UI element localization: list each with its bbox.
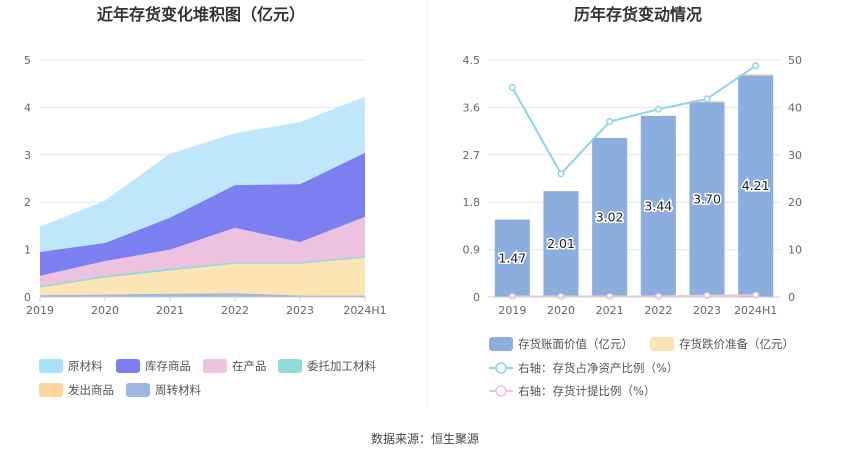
right-x-tick-label: 2024H1: [734, 304, 777, 317]
right-grid: [488, 59, 780, 298]
legend-swatch: [39, 359, 63, 373]
bar-data-label: 2.01: [547, 236, 575, 251]
legend-label: 在产品: [232, 359, 267, 373]
legend-swatch: [126, 383, 150, 397]
left-x-tick-label: 2021: [156, 304, 184, 317]
left-y-tick-label: 4: [24, 101, 31, 114]
left-y-tick-label: 0: [24, 291, 31, 304]
bar-data-label: 3.70: [693, 192, 721, 207]
right-x-tick-label: 2020: [547, 304, 575, 317]
legend-label: 周转材料: [155, 383, 201, 397]
right-y2-tick-label: 30: [788, 149, 802, 162]
left-x-tick-label: 2023: [286, 304, 314, 317]
left-x-tick-label: 2019: [26, 304, 54, 317]
area-周转材料: [40, 293, 365, 297]
left-chart-title: 近年存货变化堆积图（亿元）: [97, 5, 305, 24]
left-y-tick-label: 5: [24, 54, 31, 67]
legend-marker: [495, 362, 507, 374]
line-point: [654, 105, 662, 113]
left-x-tick-label: 2024H1: [343, 304, 386, 317]
line-point: [606, 118, 614, 126]
right-y-tick-label: 0: [473, 291, 480, 304]
legend-swatch: [116, 359, 140, 373]
bar-impairment: [738, 73, 774, 76]
legend-label: 库存商品: [145, 359, 191, 373]
left-axes: 0 1 2 3 4 5 2019 2020 2021 2022 2023 2024H1: [24, 54, 387, 317]
legend-swatch: [203, 359, 227, 373]
right-x-tick-label: 2022: [644, 304, 672, 317]
legend-swatch: [39, 383, 63, 397]
line-point: [703, 95, 711, 103]
left-areas: [39, 96, 366, 297]
bar-book-value: [543, 191, 579, 297]
bar-data-label: 3.44: [644, 198, 672, 213]
area-发出商品: [40, 257, 365, 296]
area-edge-原材料: [39, 96, 366, 228]
right-x-tick-label: 2023: [693, 304, 721, 317]
left-y-tick-label: 1: [24, 244, 31, 257]
legend-label: 原材料: [68, 359, 103, 373]
bar-book-value: [592, 137, 628, 297]
bar-book-value: [738, 75, 774, 297]
bar-data-label: 1.47: [498, 250, 526, 265]
right-y-tick-label: 2.7: [463, 149, 481, 162]
stacked-area-chart: 近年存货变化堆积图（亿元） 0 1 2 3 4 5 2019 2020 2021 2022 2023…: [24, 5, 387, 397]
left-x-tick-label: 2020: [91, 304, 119, 317]
legend-label: 右轴：存货占净资产比例（%）: [518, 361, 678, 375]
right-y-tick-label: 0.9: [463, 244, 481, 257]
right-y2-tick-label: 20: [788, 196, 802, 209]
right-legend: 存货账面价值（亿元） 存货跌价准备（亿元）右轴：存货占净资产比例（%） 右轴：存货计…: [489, 337, 794, 398]
legend-swatch-bar: [489, 337, 513, 351]
line-point: [508, 83, 516, 91]
bar-data-label: 4.21: [742, 178, 770, 193]
right-y2-tick-label: 40: [788, 101, 802, 114]
bar-line-chart: 历年存货变动情况 1.47 2.01 3.02 3.44 3.70 4.21 0 0.9 1.…: [463, 5, 803, 398]
right-y2-tick-label: 0: [788, 291, 795, 304]
legend-swatch-impairment: [650, 337, 674, 351]
line-point: [557, 170, 565, 178]
right-bars: 1.47 2.01 3.02 3.44 3.70 4.21: [494, 73, 774, 298]
right-x-tick-label: 2019: [498, 304, 526, 317]
right-y2-tick-label: 10: [788, 244, 802, 257]
right-chart-title: 历年存货变动情况: [574, 5, 702, 24]
left-y-tick-label: 2: [24, 196, 31, 209]
legend-label: 右轴：存货计提比例（%）: [518, 384, 655, 398]
legend-label: 存货跌价准备（亿元）: [679, 337, 794, 351]
bar-book-value: [640, 115, 676, 298]
right-y-tick-label: 3.6: [463, 101, 481, 114]
line-series-1: [511, 64, 757, 176]
left-y-tick-label: 3: [24, 149, 31, 162]
right-axes: 0 0.9 1.8 2.7 3.6 4.5 0 10 20 30 40 50 2019 2020 2021 2…: [463, 54, 803, 317]
bar-book-value: [689, 102, 725, 297]
line-point: [703, 292, 711, 300]
line-point: [752, 62, 760, 70]
bar-data-label: 3.02: [596, 209, 624, 224]
data-source: 数据来源：恒生聚源: [371, 431, 479, 446]
area-库存商品: [40, 152, 365, 276]
legend-label: 发出商品: [68, 383, 114, 397]
right-lines: [508, 62, 760, 301]
area-在产品: [40, 216, 365, 287]
right-y-tick-label: 4.5: [463, 54, 481, 67]
legend-marker: [495, 385, 507, 397]
right-y2-tick-label: 50: [788, 54, 802, 67]
legend-swatch: [278, 359, 302, 373]
area-原材料: [40, 97, 365, 253]
bar-book-value: [494, 219, 530, 297]
legend-label: 委托加工材料: [307, 359, 376, 373]
left-x-tick-label: 2022: [221, 304, 249, 317]
right-y-tick-label: 1.8: [463, 196, 481, 209]
legend-label: 存货账面价值（亿元）: [518, 337, 633, 351]
right-x-tick-label: 2021: [596, 304, 624, 317]
